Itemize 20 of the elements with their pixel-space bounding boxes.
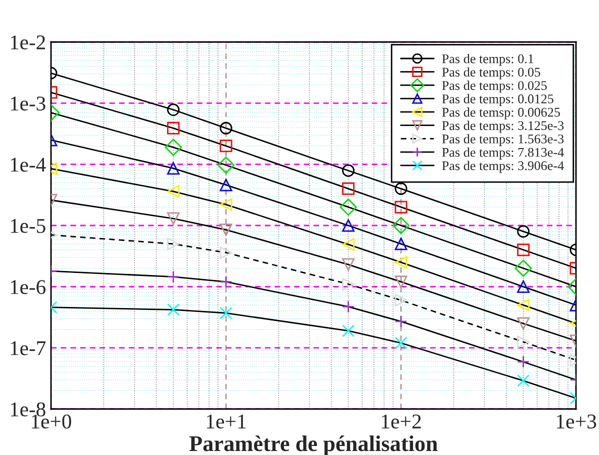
legend-label: Pas de temps: 3.125e-3 <box>442 120 564 133</box>
legend-label: Pas de temsp: 0.00625 <box>442 107 560 120</box>
legend-label: Pas de temps: 3.906e-4 <box>442 160 564 173</box>
legend-label: Pas de temps: 0.05 <box>442 67 540 80</box>
y-tick-label: 1e-7 <box>10 341 46 356</box>
x-tick-label: 1e+1 <box>206 414 246 429</box>
y-tick-label: 1e-2 <box>10 35 45 50</box>
x-tick-label: 1e+2 <box>382 414 421 429</box>
legend-label: Pas de temps: 7.813e-4 <box>442 148 564 160</box>
y-tick-label: 1e-4 <box>10 158 46 172</box>
x-tick-label: 1e+3 <box>556 414 596 429</box>
legend-label: Pas de temps: 0.1 <box>442 54 534 66</box>
legend-label: Pas de temps: 0.0125 <box>442 94 554 106</box>
x-tick-label: 1e+0 <box>32 414 72 429</box>
legend-label: Pas de temps: 1.563e-3 <box>442 134 564 146</box>
y-tick-label: 1e-6 <box>10 280 46 294</box>
y-tick-label: 1e-3 <box>10 96 46 111</box>
legend-label: Pas de temps: 0.025 <box>442 80 547 93</box>
y-tick-label: 1e-8 <box>10 402 46 416</box>
y-tick-label: 1e-5 <box>10 218 46 233</box>
